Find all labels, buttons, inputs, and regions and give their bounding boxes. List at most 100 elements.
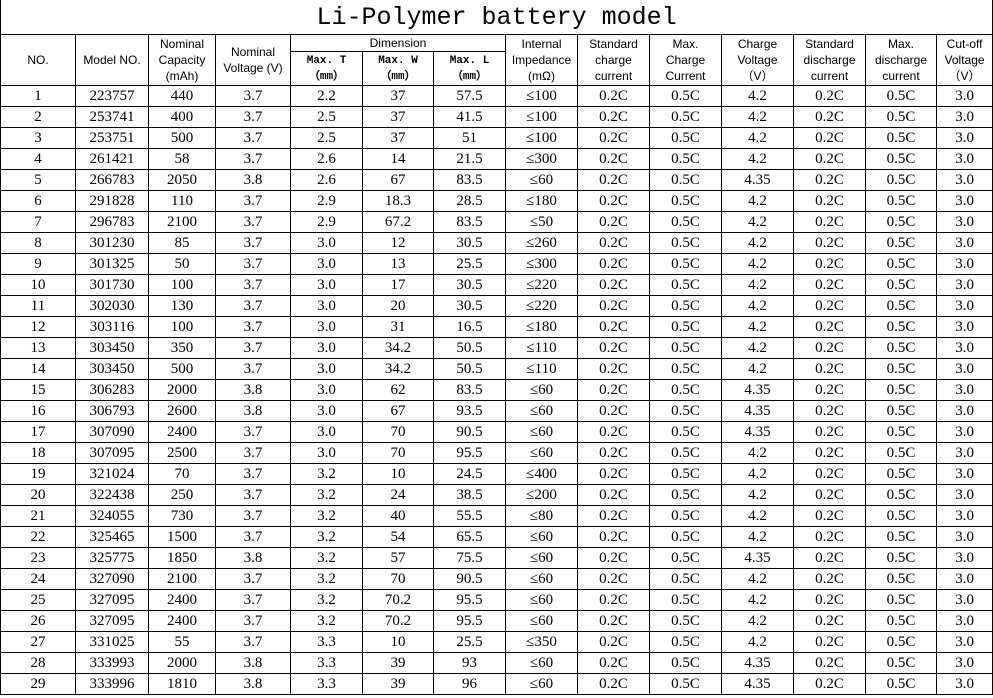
header-line: Voltage: [737, 53, 778, 67]
table-cell: 3.0: [290, 358, 363, 380]
table-cell: 4.35: [721, 547, 794, 569]
table-cell: 0.2C: [577, 274, 650, 296]
table-cell: 0.2C: [793, 568, 866, 590]
table-cell: 3.7: [215, 568, 291, 590]
table-cell: 51: [433, 127, 506, 149]
table-cell: 15: [0, 379, 76, 401]
table-cell: 3.8: [215, 379, 291, 401]
table-cell: 31: [362, 316, 434, 338]
table-cell: 2100: [148, 568, 216, 590]
table-row: 12 303116 100 3.7 3.0 31 16.5 ≤180 0.2C 0.5C 4.2 0.…: [0, 316, 993, 338]
table-row: 23 325775 1850 3.8 3.2 57 75.5 ≤60 0.2C 0.5C 4.35 0…: [0, 547, 993, 569]
header-line: Charge: [737, 37, 778, 51]
table-cell: 3.0: [935, 337, 993, 359]
header-line: (mAh): [165, 69, 199, 83]
table-cell: ≤110: [505, 337, 578, 359]
table-cell: 325465: [75, 526, 149, 548]
table-cell: 0.2C: [577, 568, 650, 590]
table-row: 14 303450 500 3.7 3.0 34.2 50.5 ≤110 0.2C 0.5C 4.2…: [0, 358, 993, 380]
table-cell: 14: [362, 148, 434, 170]
table-cell: 3.0: [935, 106, 993, 128]
table-cell: 3.0: [935, 379, 993, 401]
table-cell: 57.5: [433, 85, 506, 107]
table-cell: 3.0: [290, 232, 363, 254]
table-cell: 18.3: [362, 190, 434, 212]
table-cell: 0.5C: [865, 316, 937, 338]
table-cell: 3.7: [215, 316, 291, 338]
table-cell: 3.0: [935, 358, 993, 380]
table-cell: 93.5: [433, 400, 506, 422]
table-cell: 0.2C: [577, 505, 650, 527]
table-cell: 0.2C: [793, 442, 866, 464]
table-cell: 3.0: [935, 400, 993, 422]
table-cell: 3.0: [290, 295, 363, 317]
table-row: 4 261421 58 3.7 2.6 14 21.5 ≤300 0.2C 0.5C 4.2 0.2C…: [0, 148, 993, 170]
table-cell: 303450: [75, 358, 149, 380]
table-cell: 4.35: [721, 400, 794, 422]
table-cell: 0.2C: [793, 253, 866, 275]
table-cell: 0.2C: [793, 631, 866, 653]
table-cell: ≤350: [505, 631, 578, 653]
table-cell: 0.5C: [865, 295, 937, 317]
table-cell: 95.5: [433, 610, 506, 632]
table-cell: ≤60: [505, 568, 578, 590]
table-cell: 0.2C: [793, 463, 866, 485]
header-line: charge: [595, 53, 632, 67]
table-cell: 70: [362, 442, 434, 464]
table-cell: 0.2C: [793, 211, 866, 233]
table-cell: 0.2C: [793, 232, 866, 254]
header-cell: Max. T （mm）: [290, 51, 363, 86]
table-cell: 95.5: [433, 442, 506, 464]
table-cell: 327090: [75, 568, 149, 590]
table-cell: 100: [148, 316, 216, 338]
table-cell: 2.5: [290, 106, 363, 128]
table-cell: 4.35: [721, 673, 794, 695]
table-cell: 0.5C: [865, 358, 937, 380]
table-cell: 3.0: [290, 421, 363, 443]
header-line: （V）: [741, 69, 774, 83]
table-cell: 301730: [75, 274, 149, 296]
table-row: 29 333996 1810 3.8 3.3 39 96 ≤60 0.2C 0.5C 4.35 0.2…: [0, 673, 993, 695]
table-cell: 2.2: [290, 85, 363, 107]
table-cell: 0.2C: [793, 484, 866, 506]
table-cell: 0.2C: [577, 295, 650, 317]
table-cell: 34.2: [362, 337, 434, 359]
table-cell: 3.7: [215, 190, 291, 212]
table-row: 19 321024 70 3.7 3.2 10 24.5 ≤400 0.2C 0.5C 4.2 0.2…: [0, 463, 993, 485]
table-cell: 3.7: [215, 274, 291, 296]
table-cell: 96: [433, 673, 506, 695]
table-cell: 0.2C: [577, 442, 650, 464]
table-cell: 25.5: [433, 631, 506, 653]
table-cell: 0.5C: [865, 484, 937, 506]
table-cell: 3.7: [215, 610, 291, 632]
table-cell: ≤220: [505, 274, 578, 296]
table-cell: 34.2: [362, 358, 434, 380]
table-cell: ≤200: [505, 484, 578, 506]
header-line: Current: [665, 69, 706, 83]
header-cell: Nominal Voltage (V): [215, 34, 291, 86]
table-cell: 65.5: [433, 526, 506, 548]
dimension-header: Dimension: [290, 34, 506, 52]
table-cell: 3.0: [935, 631, 993, 653]
header-cell: Internal Impedance (mΩ): [505, 34, 578, 86]
table-row: 13 303450 350 3.7 3.0 34.2 50.5 ≤110 0.2C 0.5C 4.2…: [0, 337, 993, 359]
header-cell: Max. W （mm）: [362, 51, 434, 86]
table-cell: 3.0: [935, 295, 993, 317]
table-cell: 324055: [75, 505, 149, 527]
table-cell: 0.2C: [577, 526, 650, 548]
table-cell: 0.5C: [649, 505, 722, 527]
header-line: Max.: [672, 37, 699, 51]
table-cell: 93: [433, 652, 506, 674]
table-cell: 9: [0, 253, 76, 275]
table-cell: 0.2C: [577, 337, 650, 359]
table-cell: 0.2C: [577, 232, 650, 254]
table-cell: 12: [0, 316, 76, 338]
table-cell: 3.0: [935, 253, 993, 275]
table-cell: 0.2C: [793, 610, 866, 632]
table-cell: 0.5C: [649, 421, 722, 443]
table-cell: 3.7: [215, 106, 291, 128]
table-cell: ≤50: [505, 211, 578, 233]
table-cell: 3.2: [290, 484, 363, 506]
table-cell: 0.5C: [649, 379, 722, 401]
table-row: 18 307095 2500 3.7 3.0 70 95.5 ≤60 0.2C 0.5C 4.2 0.…: [0, 442, 993, 464]
